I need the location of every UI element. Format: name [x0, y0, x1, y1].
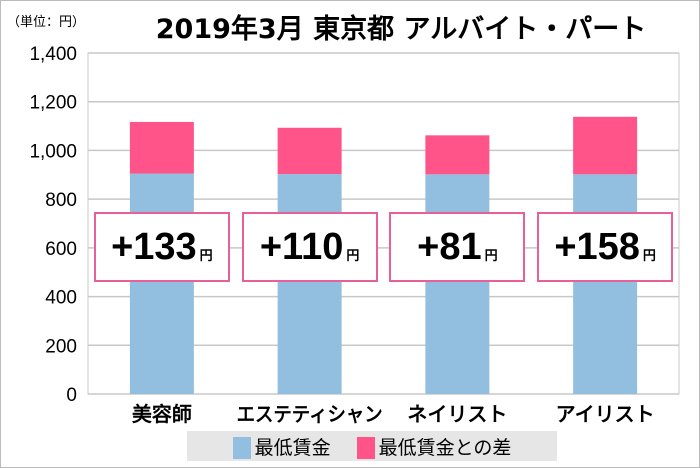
legend-label: 最低賃金との差 [378, 436, 512, 459]
legend-item-diff: 最低賃金との差 [356, 433, 512, 460]
bar-diff [425, 135, 490, 175]
difference-unit: 円 [642, 247, 656, 263]
bar-diff [129, 121, 194, 174]
legend: 最低賃金 最低賃金との差 [187, 431, 557, 461]
difference-callout: +110 円 [241, 212, 378, 282]
y-tick-label: 200 [45, 336, 77, 357]
bar-diff [573, 116, 638, 175]
y-tick-label: 800 [45, 190, 77, 211]
difference-callout: +158 円 [537, 212, 674, 282]
difference-callout: +81 円 [389, 212, 526, 282]
bar-min-wage [129, 173, 194, 394]
difference-unit: 円 [346, 247, 360, 263]
difference-unit: 円 [484, 247, 498, 263]
x-category-label: 美容師 [132, 402, 192, 426]
bar-min-wage [425, 174, 490, 394]
bar-diff [277, 127, 342, 175]
y-tick-label: 1,400 [29, 44, 77, 65]
difference-value: +133 [111, 225, 197, 268]
unit-label: （単位：円） [7, 15, 86, 30]
x-category-label: アイリスト [556, 402, 655, 426]
y-tick-label: 0 [66, 385, 77, 406]
difference-unit: 円 [199, 247, 213, 263]
difference-value: +81 [417, 225, 482, 268]
legend-item-min-wage: 最低賃金 [232, 433, 331, 460]
difference-callout: +133 円 [93, 212, 230, 282]
y-tick-label: 1,000 [29, 141, 77, 162]
x-category-label: ネイリスト [407, 402, 507, 426]
legend-swatch [232, 437, 251, 459]
y-tick-label: 400 [45, 288, 77, 309]
legend-label: 最低賃金 [254, 436, 331, 459]
legend-swatch [356, 437, 375, 459]
y-tick-label: 1,200 [29, 93, 77, 114]
x-category-label: エステティシャン [237, 402, 383, 426]
bar-min-wage [573, 174, 638, 394]
chart-title: 2019年3月 東京都 アルバイト・パート [155, 14, 647, 45]
y-tick-label: 600 [45, 239, 77, 260]
difference-value: +158 [554, 225, 640, 268]
difference-value: +110 [259, 225, 344, 268]
bar-min-wage [277, 174, 342, 394]
